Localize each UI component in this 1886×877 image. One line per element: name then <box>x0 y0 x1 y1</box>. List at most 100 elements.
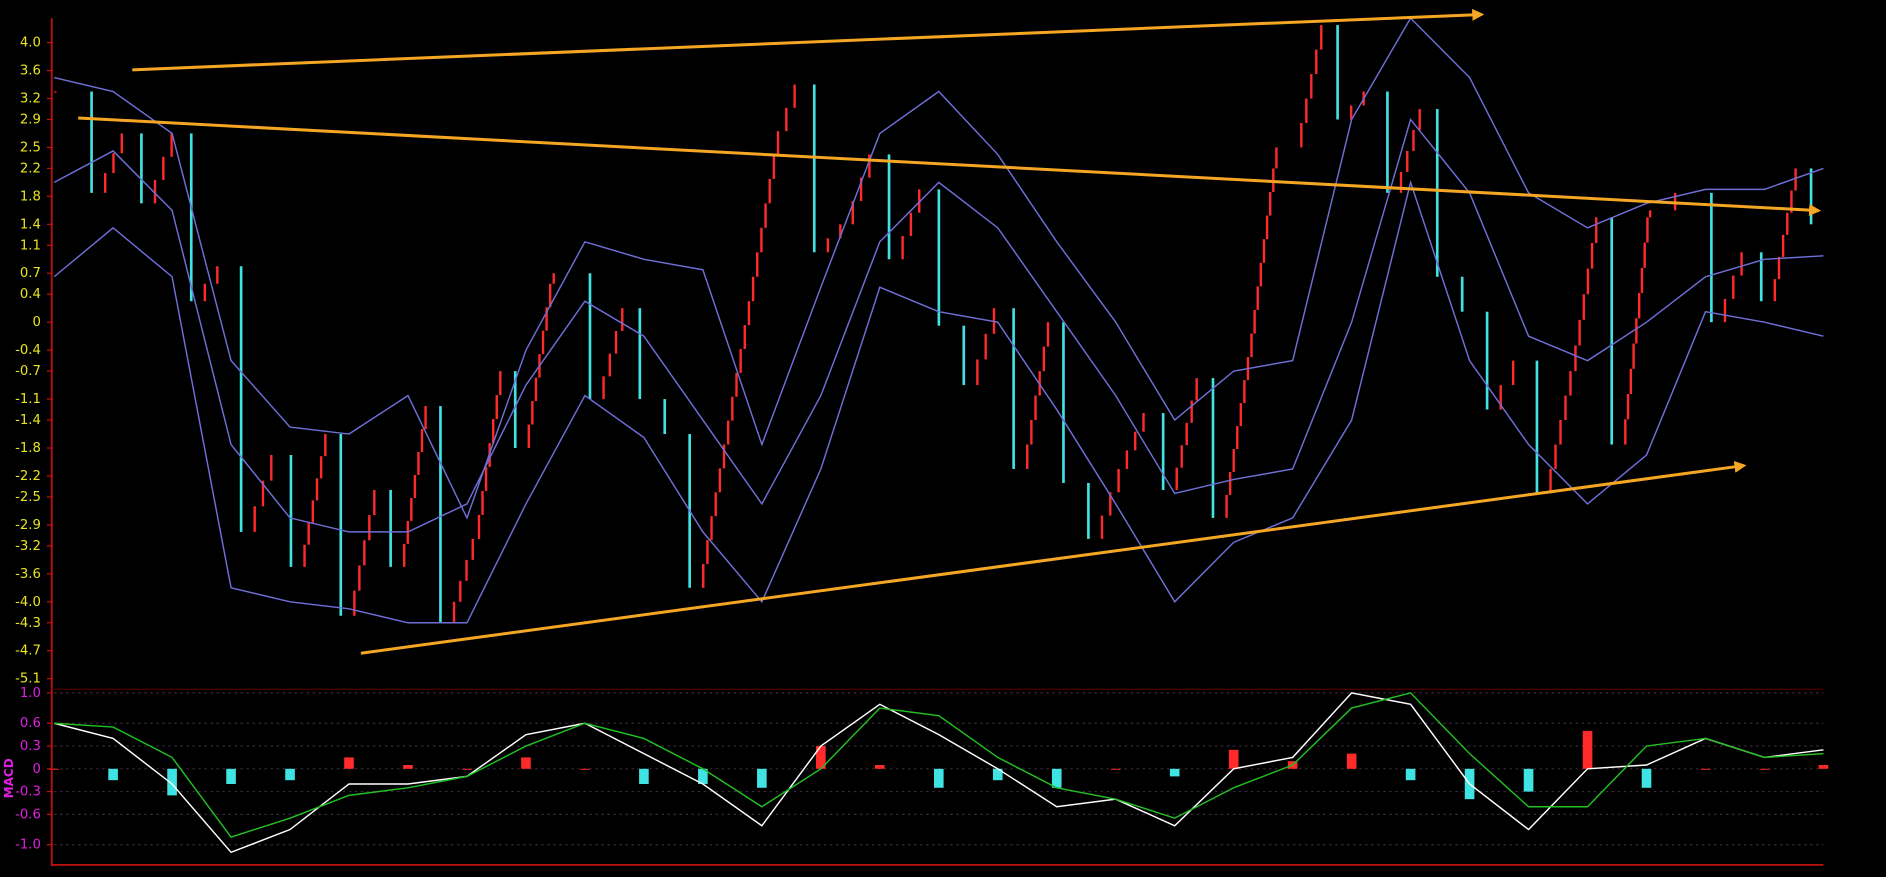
candle <box>1225 494 1228 518</box>
histogram-bar <box>167 768 177 796</box>
candle <box>1485 311 1489 410</box>
candle <box>162 156 165 181</box>
histogram-bar <box>1641 768 1652 788</box>
y-tick-label: 0.6 <box>20 716 41 731</box>
candle <box>735 372 738 397</box>
candle <box>339 434 343 616</box>
candle <box>410 497 413 521</box>
histogram-bar <box>1759 768 1770 770</box>
candle <box>1399 171 1403 193</box>
candle <box>663 399 667 435</box>
candle <box>1087 482 1090 539</box>
candle <box>324 434 327 457</box>
candle <box>1412 129 1415 151</box>
candle <box>714 492 717 517</box>
candle <box>1336 25 1339 120</box>
y-tick-label: -1.1 <box>15 392 41 407</box>
y-tick-label: -5.1 <box>15 672 41 687</box>
y-tick-label: 1.0 <box>20 686 41 701</box>
candle <box>1117 468 1120 493</box>
y-tick-label: 2.2 <box>20 161 41 176</box>
candle <box>1626 394 1630 420</box>
candle <box>1710 192 1713 323</box>
candle <box>319 456 323 479</box>
candle <box>1649 210 1652 218</box>
candle <box>739 348 742 373</box>
candle <box>499 371 502 396</box>
histogram-bar <box>992 768 1003 781</box>
candle <box>1640 267 1644 294</box>
candle <box>368 515 371 541</box>
candle <box>937 189 941 326</box>
histogram-bar <box>1582 730 1593 769</box>
histogram-bar <box>226 768 236 784</box>
candle <box>1030 420 1033 445</box>
candle <box>1125 450 1129 469</box>
candle <box>358 565 361 591</box>
candle <box>311 500 315 523</box>
candle <box>261 480 265 507</box>
candle <box>621 308 624 331</box>
candle <box>1574 345 1577 372</box>
candle <box>303 544 306 567</box>
candle <box>253 506 256 532</box>
histogram-bar <box>1051 768 1062 788</box>
histogram-bar <box>875 765 885 769</box>
candle <box>1211 378 1215 518</box>
candle <box>1228 471 1232 495</box>
candle <box>1790 190 1793 213</box>
candle <box>513 371 517 449</box>
candle <box>1062 322 1065 483</box>
candle <box>552 273 555 284</box>
candle <box>1559 420 1562 445</box>
candle <box>1723 298 1727 323</box>
histogram-bar <box>1523 768 1534 792</box>
candle <box>541 330 545 355</box>
candle <box>1781 234 1785 257</box>
candle <box>751 276 755 302</box>
y-tick-label: -4.7 <box>15 644 41 659</box>
candle <box>702 563 705 588</box>
candle <box>962 325 966 386</box>
candle <box>1586 268 1590 295</box>
candle <box>839 224 842 239</box>
candle <box>1773 279 1777 302</box>
candle <box>731 396 734 421</box>
candle <box>1133 431 1137 451</box>
candle <box>1300 122 1303 148</box>
candle <box>1632 343 1635 369</box>
series-line <box>53 179 1824 624</box>
candle <box>189 133 193 302</box>
candle <box>1275 147 1278 169</box>
candle <box>602 376 605 400</box>
candle <box>1564 395 1567 421</box>
candle <box>1034 395 1037 421</box>
candle <box>1740 252 1743 276</box>
candle <box>851 201 854 225</box>
histogram-bar <box>757 768 767 788</box>
candle <box>608 353 612 377</box>
candle <box>289 455 293 567</box>
candle <box>776 131 780 155</box>
y-tick-label: 1.1 <box>20 238 41 253</box>
y-tick-label: -0.6 <box>15 807 41 822</box>
candle <box>495 395 498 420</box>
y-tick-label: 0.4 <box>20 287 41 302</box>
candle <box>764 203 767 228</box>
candle <box>1418 108 1421 130</box>
candle <box>1180 445 1183 468</box>
candle <box>1646 217 1649 243</box>
candle <box>413 474 417 498</box>
candle <box>363 540 366 566</box>
y-tick-label: 0.3 <box>20 739 41 754</box>
y-tick-label: -2.9 <box>15 518 41 533</box>
y-tick-label: -1.8 <box>15 441 41 456</box>
y-axis-label: MACD <box>2 758 16 798</box>
y-tick-label: 1.4 <box>20 217 41 232</box>
candle <box>1732 275 1735 299</box>
candle <box>747 301 751 326</box>
y-tick-label: 2.9 <box>20 112 41 127</box>
y-tick-label: -3.2 <box>15 539 41 554</box>
candle <box>760 227 763 253</box>
